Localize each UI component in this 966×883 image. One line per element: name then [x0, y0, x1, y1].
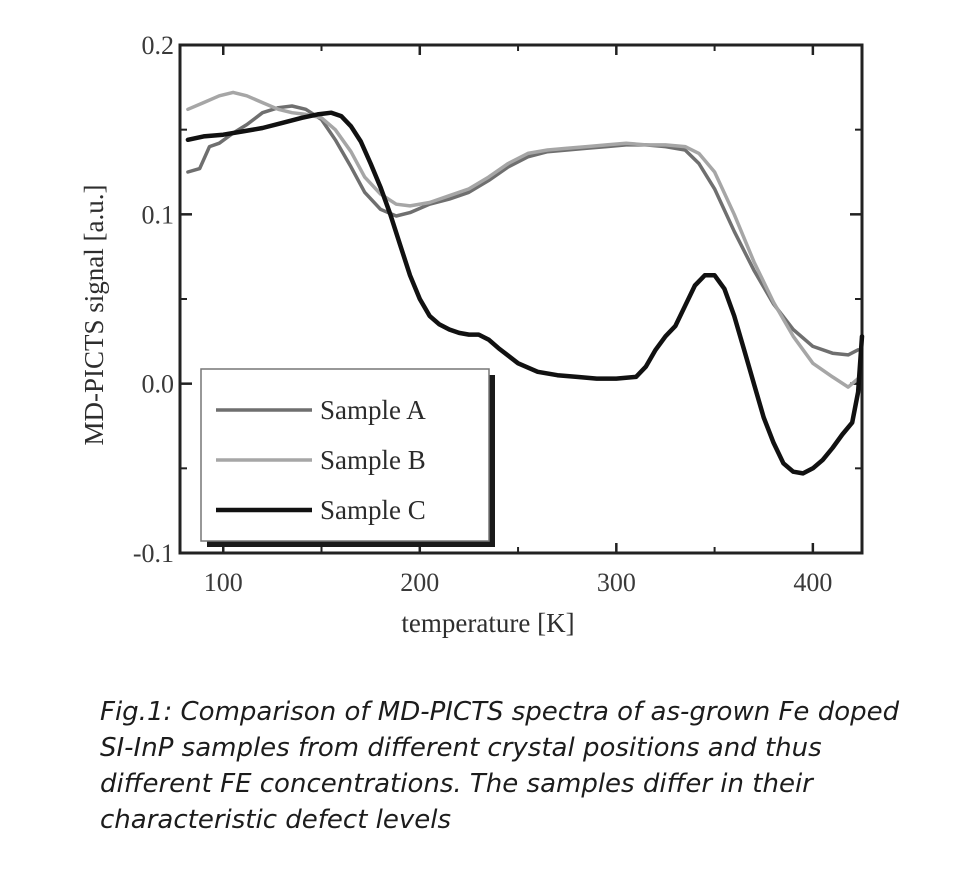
- series-line-sample-c: [185, 110, 865, 476]
- y-tick-label: 0.0: [142, 370, 175, 399]
- legend-label-sample-c: Sample C: [320, 495, 426, 525]
- legend-label-sample-a: Sample A: [320, 395, 426, 425]
- x-tick-label: 100: [204, 568, 243, 597]
- x-tick-label: 300: [597, 568, 636, 597]
- data-series: [185, 90, 865, 476]
- legend-label-sample-b: Sample B: [320, 445, 426, 475]
- x-tick-label: 200: [400, 568, 439, 597]
- y-tick-label: 0.2: [142, 31, 175, 60]
- x-axis-title: temperature [K]: [401, 608, 574, 638]
- legend-box: [200, 368, 490, 542]
- y-tick-label: -0.1: [133, 539, 174, 568]
- axis-ticks: [180, 43, 862, 555]
- x-tick-label: 400: [793, 568, 832, 597]
- series-line-sample-b: [186, 90, 860, 389]
- series-line-sample-a: [186, 104, 860, 357]
- figure-caption: Fig.1: Comparison of MD-PICTS spectra of…: [100, 697, 900, 835]
- md-picts-chart: 100 200 300 400 -0.1 0.0 0.1 0.2 temperature [K…: [79, 31, 865, 638]
- y-tick-label: 0.1: [142, 200, 175, 229]
- legend: Sample A Sample B Sample C: [200, 368, 495, 547]
- axis-tick-labels: 100 200 300 400 -0.1 0.0 0.1 0.2: [133, 31, 833, 597]
- y-axis-title: MD-PICTS signal [a.u.]: [79, 185, 109, 446]
